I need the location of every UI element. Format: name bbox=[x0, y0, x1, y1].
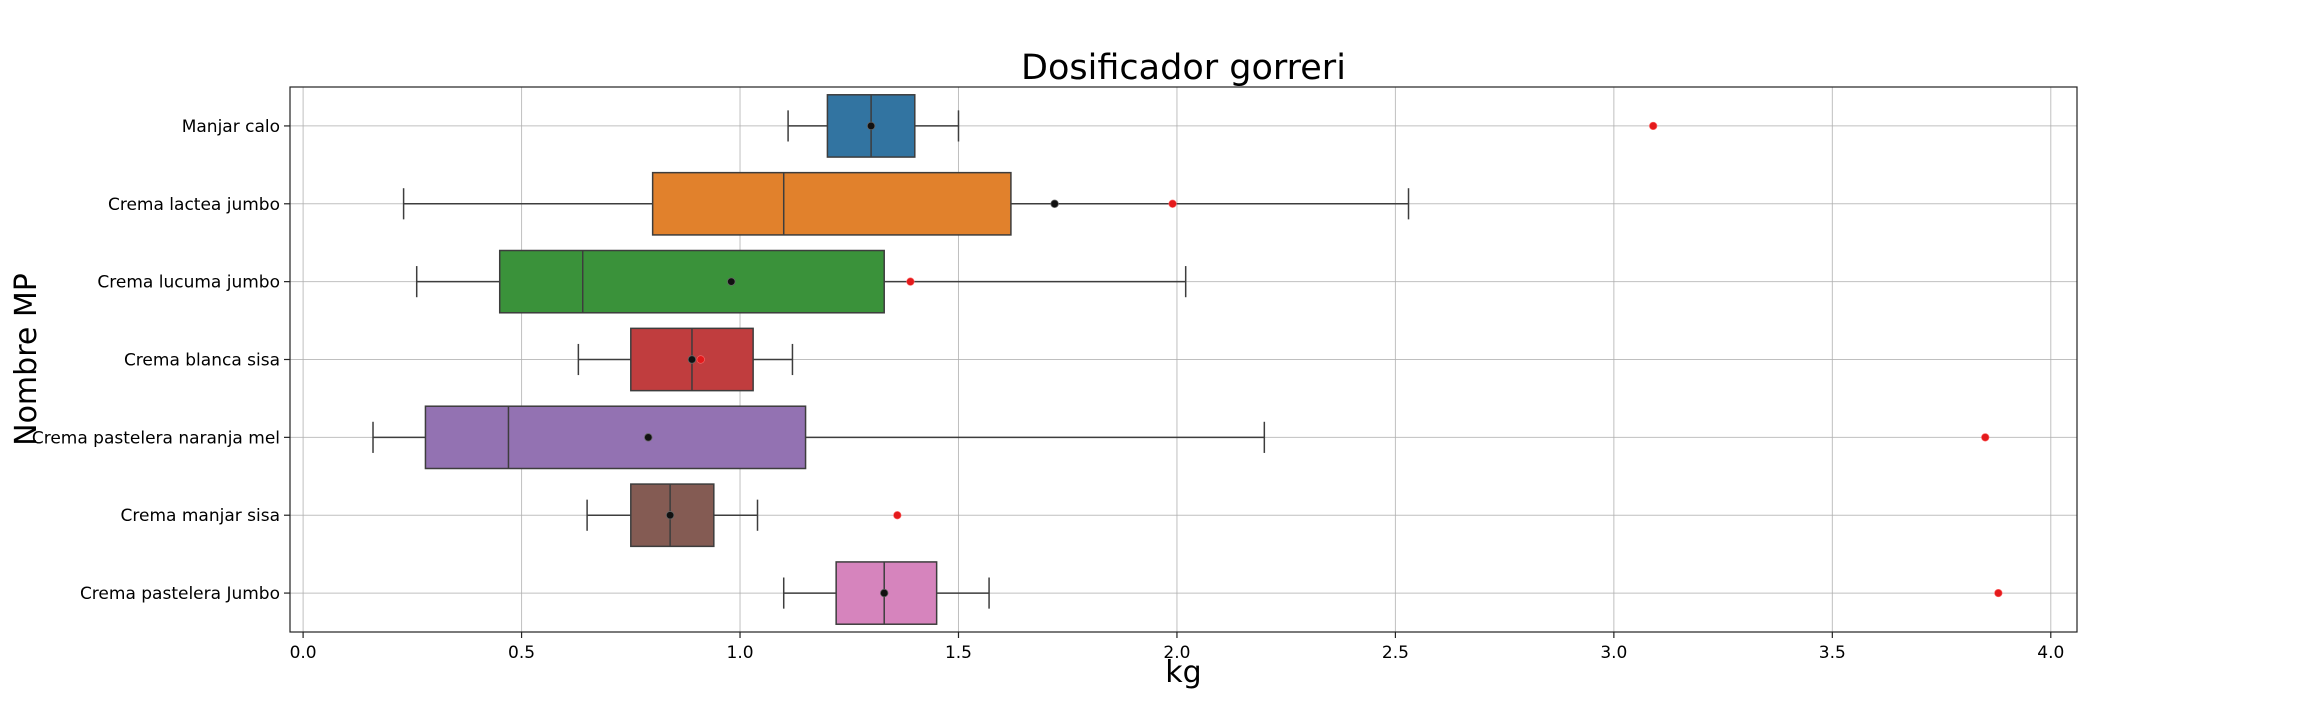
y-tick-label: Crema pastelera Jumbo bbox=[80, 584, 280, 604]
box-group bbox=[402, 171, 1410, 236]
x-axis-label: kg bbox=[1165, 655, 1201, 690]
x-tick-label: 3.0 bbox=[1600, 643, 1627, 663]
mean-marker bbox=[880, 588, 889, 598]
box bbox=[498, 249, 885, 314]
x-tick-label: 3.5 bbox=[1819, 643, 1846, 663]
box-group bbox=[577, 327, 794, 392]
red-marker bbox=[1981, 433, 1990, 442]
marker-layer bbox=[644, 121, 2003, 598]
y-tick-label: Manjar calo bbox=[182, 117, 280, 137]
box-group bbox=[415, 249, 1187, 314]
mean-marker bbox=[1050, 199, 1059, 208]
x-tick-label: 2.5 bbox=[1382, 643, 1409, 663]
y-tick-label: Crema blanca sisa bbox=[124, 351, 280, 371]
red-marker bbox=[1168, 199, 1177, 208]
box bbox=[651, 171, 1012, 236]
x-tick-label: 4.0 bbox=[2037, 643, 2064, 663]
y-tick-label: Crema lactea jumbo bbox=[108, 195, 280, 215]
x-tick-label: 0.0 bbox=[290, 643, 317, 663]
chart-title: Dosificador gorreri bbox=[1021, 48, 1346, 88]
red-marker bbox=[906, 277, 915, 286]
box bbox=[424, 405, 807, 470]
x-tick-label: 1.5 bbox=[945, 643, 972, 663]
tick-layer: 0.0 0.5 1.0 1.5 2.0 2.5 3.0 3.5 4.0 Manjar calo Cr… bbox=[32, 117, 2064, 663]
box-group bbox=[782, 561, 990, 625]
grid-layer bbox=[290, 87, 2077, 632]
mean-marker bbox=[644, 433, 653, 442]
x-tick-label: 1.0 bbox=[727, 643, 754, 663]
y-tick-label: Crema manjar sisa bbox=[121, 506, 280, 526]
mean-marker bbox=[687, 355, 697, 364]
mean-marker bbox=[866, 121, 876, 131]
box-layer bbox=[372, 94, 1410, 625]
red-marker bbox=[893, 511, 902, 520]
box-group bbox=[372, 405, 1266, 470]
mean-marker bbox=[727, 277, 736, 286]
y-tick-label: Crema lucuma jumbo bbox=[97, 273, 280, 293]
red-marker bbox=[1994, 588, 2003, 598]
y-axis-label: Nombre MP bbox=[9, 273, 44, 446]
x-tick-label: 0.5 bbox=[508, 643, 535, 663]
y-tick-label: Crema pastelera naranja mel bbox=[32, 428, 280, 448]
red-marker bbox=[696, 355, 705, 364]
x-tick-label: 2.0 bbox=[1163, 643, 1190, 663]
red-marker bbox=[1649, 121, 1658, 131]
mean-marker bbox=[665, 511, 675, 520]
